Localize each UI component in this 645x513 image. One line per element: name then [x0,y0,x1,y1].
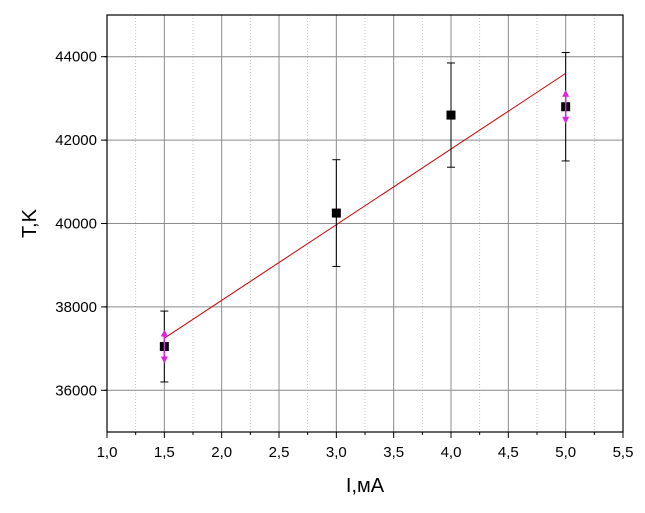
x-tick-label: 5,5 [613,444,634,461]
grid [107,15,623,432]
y-tick-label: 42000 [55,132,97,149]
x-tick-label: 3,5 [383,444,404,461]
x-axis-label: I,мА [346,475,385,497]
x-tick-label: 1,0 [97,444,118,461]
data-point-marker [331,208,341,218]
x-tick-label: 5,0 [555,444,576,461]
x-tick-label: 4,0 [441,444,462,461]
x-tick-label: 2,0 [211,444,232,461]
axis-ticks [101,56,624,438]
x-tick-label: 4,5 [498,444,519,461]
arrow-down-icon [562,116,570,124]
x-tick-label: 1,5 [154,444,175,461]
arrow-up-icon [562,89,570,97]
y-tick-label: 36000 [55,382,97,399]
arrow-up-icon [160,329,168,337]
y-axis-label: T,K [19,208,41,238]
y-tick-label: 38000 [55,299,97,316]
fit-line [164,72,566,339]
arrow-down-icon [160,356,168,364]
data-point-marker [446,110,456,120]
y-tick-labels: 36000 38000 40000 42000 44000 [55,49,97,400]
x-tick-label: 2,5 [269,444,290,461]
data-points [159,52,571,383]
x-tick-label: 3,0 [326,444,347,461]
x-tick-labels: 1,0 1,5 2,0 2,5 3,0 3,5 4,0 4,5 5,0 5,5 [97,444,634,461]
y-tick-label: 40000 [55,216,97,233]
fit-line-group [164,72,566,339]
y-tick-label: 44000 [55,49,97,66]
